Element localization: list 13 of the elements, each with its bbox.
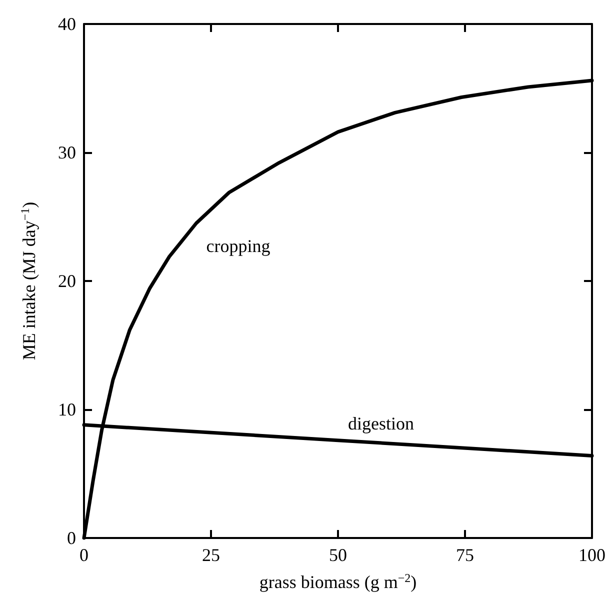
series-label: digestion — [348, 413, 414, 434]
y-tick-label: 10 — [58, 400, 76, 420]
y-tick-label: 40 — [58, 14, 76, 34]
y-tick-label: 20 — [58, 271, 76, 291]
x-tick-label: 50 — [329, 545, 347, 565]
x-tick-label: 100 — [578, 545, 606, 565]
x-tick-label: 0 — [80, 545, 88, 565]
y-tick-label: 0 — [67, 528, 76, 548]
y-axis-title: ME intake (MJ day−1) — [18, 202, 39, 360]
x-tick-label: 25 — [202, 545, 220, 565]
y-tick-label: 30 — [58, 142, 76, 162]
x-tick-label: 75 — [456, 545, 474, 565]
series-label: cropping — [206, 236, 270, 256]
